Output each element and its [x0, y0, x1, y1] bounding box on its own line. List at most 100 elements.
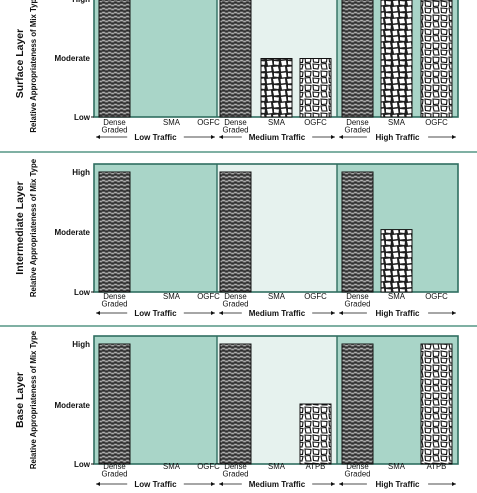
- category-label: SMA: [388, 118, 406, 127]
- category-label: SMA: [268, 462, 286, 471]
- category-label-line: Dense: [224, 292, 247, 301]
- y-axis-title: Relative Appropriateness of Mix Type: [29, 158, 38, 297]
- bar: [219, 171, 252, 293]
- group-arrowhead: [211, 311, 215, 315]
- category-label-line: Dense: [103, 462, 126, 471]
- bar: [219, 0, 252, 118]
- group-arrowhead: [96, 311, 100, 315]
- bar: [98, 0, 131, 118]
- category-label: SMA: [163, 462, 181, 471]
- category-label-line: Dense: [103, 118, 126, 127]
- group-label: Low Traffic: [134, 309, 177, 318]
- category-label: Dense Graded: [101, 118, 127, 135]
- category-label: Dense Graded: [344, 118, 370, 135]
- group-arrowhead: [339, 482, 343, 486]
- bar: [299, 403, 332, 465]
- bar: [341, 343, 374, 465]
- category-label-line: Dense: [346, 462, 369, 471]
- group-label: Medium Traffic: [249, 309, 306, 318]
- category-label-line: Graded: [344, 126, 370, 135]
- category-label-line: Dense: [346, 118, 369, 127]
- bar: [380, 0, 413, 118]
- category-label-line: Dense: [346, 292, 369, 301]
- group-arrowhead: [331, 135, 335, 139]
- bar: [341, 171, 374, 293]
- category-label-line: Graded: [222, 300, 248, 309]
- bar: [98, 343, 131, 465]
- layer-title: Base Layer: [14, 372, 26, 428]
- category-label-line: Graded: [222, 470, 248, 479]
- y-tick-label: Low: [74, 288, 91, 297]
- category-label: OGFC: [425, 118, 448, 127]
- category-label: SMA: [163, 118, 181, 127]
- category-label-line: Graded: [101, 126, 127, 135]
- category-label-line: Dense: [224, 118, 247, 127]
- group-arrowhead: [339, 135, 343, 139]
- group-label: High Traffic: [375, 480, 420, 489]
- group-label: Low Traffic: [134, 133, 177, 142]
- y-tick-label: High: [72, 0, 90, 4]
- y-axis-title: Relative Appropriateness of Mix Type: [29, 330, 38, 469]
- y-tick-label: Moderate: [54, 228, 90, 237]
- y-tick-label: Moderate: [54, 54, 90, 63]
- category-label-line: Graded: [222, 126, 248, 135]
- category-label: SMA: [163, 292, 181, 301]
- group-arrowhead: [339, 311, 343, 315]
- category-label-line: Graded: [344, 470, 370, 479]
- y-tick-label: Low: [74, 460, 91, 469]
- group-arrowhead: [452, 311, 456, 315]
- category-label: OGFC: [425, 292, 448, 301]
- y-tick-label: High: [72, 168, 90, 177]
- category-label: SMA: [388, 462, 406, 471]
- group-label: Medium Traffic: [249, 480, 306, 489]
- category-label: OGFC: [304, 118, 327, 127]
- category-label-line: Dense: [103, 292, 126, 301]
- category-label-line: Graded: [344, 300, 370, 309]
- group-label: Medium Traffic: [249, 133, 306, 142]
- panel-frame: [93, 163, 459, 293]
- group-label: High Traffic: [375, 309, 420, 318]
- category-label: Dense Graded: [344, 292, 370, 309]
- category-label-line: Graded: [101, 470, 127, 479]
- bar: [341, 0, 374, 118]
- category-label: ATPB: [427, 462, 447, 471]
- bar: [219, 343, 252, 465]
- y-axis-title: Relative Appropriateness of Mix Type: [29, 0, 38, 133]
- category-label: Dense Graded: [101, 462, 127, 479]
- category-label: Dense Graded: [101, 292, 127, 309]
- group-arrowhead: [331, 311, 335, 315]
- bar: [260, 58, 293, 118]
- group-arrowhead: [452, 482, 456, 486]
- category-label: Dense Graded: [222, 292, 248, 309]
- group-arrowhead: [96, 135, 100, 139]
- category-label-line: Graded: [101, 300, 127, 309]
- bar: [98, 171, 131, 293]
- category-label-line: Dense: [224, 462, 247, 471]
- category-label: Dense Graded: [222, 118, 248, 135]
- category-label: SMA: [388, 292, 406, 301]
- category-label: OGFC: [304, 292, 327, 301]
- category-label: OGFC: [197, 292, 220, 301]
- y-tick-label: Moderate: [54, 401, 90, 410]
- group-label: High Traffic: [375, 133, 420, 142]
- category-label: OGFC: [197, 118, 220, 127]
- bar: [380, 229, 413, 293]
- group-arrowhead: [452, 135, 456, 139]
- category-label: SMA: [268, 292, 286, 301]
- y-tick-label: Low: [74, 113, 91, 122]
- category-label: SMA: [268, 118, 286, 127]
- y-tick-label: High: [72, 340, 90, 349]
- panel-surface-layer: LowModerateHighDenseGradedSMAOGFCDenseGr…: [14, 0, 459, 142]
- group-arrowhead: [331, 482, 335, 486]
- bar: [420, 0, 453, 118]
- bar: [420, 343, 453, 465]
- group-arrowhead: [96, 482, 100, 486]
- group-arrowhead: [211, 482, 215, 486]
- category-label: ATPB: [306, 462, 326, 471]
- group-arrowhead: [219, 482, 223, 486]
- layer-title: Intermediate Layer: [14, 181, 26, 274]
